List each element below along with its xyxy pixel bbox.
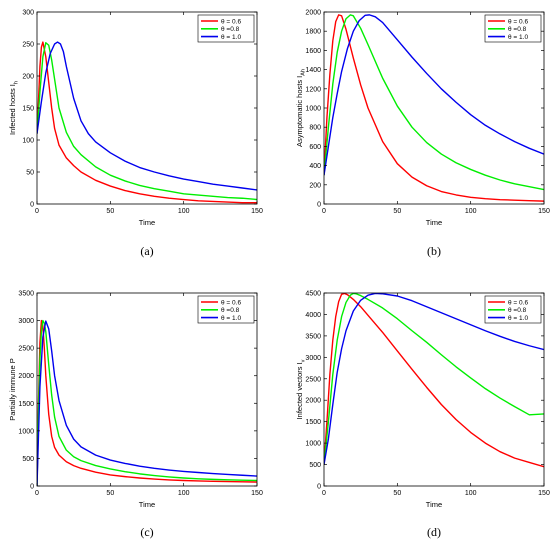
- y-tick-label: 1000: [305, 106, 321, 113]
- legend: θ = 0.6θ =0.8θ = 1.0: [197, 14, 255, 43]
- series-line-1: [324, 14, 544, 191]
- x-tick-label: 150: [251, 490, 263, 497]
- y-tick-label: 2000: [305, 10, 321, 17]
- y-tick-label: 400: [309, 163, 321, 170]
- y-axis-label: Infected hosts Ih: [8, 81, 20, 135]
- x-tick-label: 50: [106, 208, 114, 215]
- legend: θ = 0.6θ =0.8θ = 1.0: [197, 295, 255, 324]
- legend-label-2: θ = 1.0: [221, 34, 241, 41]
- legend-label-1: θ =0.8: [508, 307, 527, 314]
- y-axis-label: Asymptomatic hosts IAh: [295, 69, 307, 147]
- x-tick-label: 50: [106, 490, 114, 497]
- y-tick-label: 300: [22, 10, 34, 17]
- x-tick-label: 50: [393, 208, 401, 215]
- series-line-1: [37, 42, 257, 201]
- y-tick-label: 1400: [305, 67, 321, 74]
- y-tick-label: 4500: [305, 291, 321, 298]
- legend-label-1: θ =0.8: [508, 26, 527, 33]
- y-tick-label: 0: [30, 202, 34, 209]
- x-axis-label: Time: [139, 500, 155, 509]
- y-tick-label: 3000: [305, 355, 321, 362]
- series-line-2: [37, 320, 257, 486]
- x-tick-label: 0: [35, 490, 39, 497]
- panel-a: 0 50 100 150 0 50 100 150 200 250 300 Time Infected …: [8, 10, 263, 259]
- x-axis-label: Time: [139, 218, 155, 227]
- legend: θ = 0.6θ =0.8θ = 1.0: [484, 295, 542, 324]
- y-tick-label: 4000: [305, 312, 321, 319]
- y-tick-label: 1500: [305, 419, 321, 426]
- y-tick-label: 50: [26, 170, 34, 177]
- plot-frame: [323, 292, 545, 487]
- y-tick-label: 150: [22, 106, 34, 113]
- y-tick-label: 0: [317, 484, 321, 491]
- y-tick-label: 2000: [305, 398, 321, 405]
- series-line-2: [324, 14, 544, 176]
- legend: θ = 0.6θ =0.8θ = 1.0: [484, 14, 542, 43]
- x-tick-label: 0: [322, 490, 326, 497]
- panel-b: 0 50 100 150 0 200 400 600 800 1000 1200 1400 1600 18…: [295, 10, 550, 259]
- series-line-0: [324, 293, 544, 468]
- y-tick-label: 3000: [18, 318, 34, 325]
- panel-caption: (b): [427, 244, 441, 258]
- y-tick-label: 2500: [305, 376, 321, 383]
- x-tick-label: 100: [178, 490, 190, 497]
- y-tick-label: 0: [317, 202, 321, 209]
- series-line-1: [324, 293, 544, 465]
- y-axis-label: Infected vectors Iv: [295, 359, 307, 419]
- panel-caption: (d): [427, 525, 441, 539]
- legend-label-2: θ = 1.0: [508, 315, 528, 322]
- x-tick-label: 150: [538, 208, 550, 215]
- x-tick-label: 0: [322, 208, 326, 215]
- y-tick-label: 1000: [305, 441, 321, 448]
- y-tick-label: 1000: [18, 428, 34, 435]
- y-axis-label: Partially immune P: [8, 358, 17, 421]
- y-tick-label: 3500: [305, 333, 321, 340]
- panel-d: 0 50 100 1500500100015002000250030003500400…: [295, 291, 550, 540]
- x-tick-label: 100: [178, 208, 190, 215]
- y-tick-label: 600: [309, 144, 321, 151]
- y-tick-label: 500: [309, 462, 321, 469]
- legend-label-0: θ = 0.6: [221, 299, 241, 306]
- x-tick-label: 100: [465, 208, 477, 215]
- legend-label-1: θ =0.8: [221, 26, 240, 33]
- panel-c: 0 50 100 1500500100015002000250030003500Tim…: [8, 291, 263, 540]
- y-tick-label: 1200: [305, 86, 321, 93]
- x-tick-label: 150: [538, 490, 550, 497]
- y-tick-label: 1600: [305, 48, 321, 55]
- series-line-2: [37, 41, 257, 191]
- y-tick-label: 100: [22, 138, 34, 145]
- legend-label-0: θ = 0.6: [508, 299, 528, 306]
- series-line-1: [37, 319, 257, 486]
- x-tick-label: 100: [465, 490, 477, 497]
- x-axis-label: Time: [426, 500, 442, 509]
- series-line-2: [324, 293, 544, 465]
- panel-caption: (a): [140, 244, 153, 258]
- y-tick-label: 1500: [18, 401, 34, 408]
- y-tick-label: 200: [22, 74, 34, 81]
- y-tick-label: 200: [309, 182, 321, 189]
- series-line-0: [324, 14, 544, 202]
- y-tick-label: 2000: [18, 373, 34, 380]
- x-tick-label: 0: [35, 208, 39, 215]
- y-tick-label: 2500: [18, 346, 34, 353]
- y-tick-label: 500: [22, 456, 34, 463]
- y-tick-label: 1800: [305, 29, 321, 36]
- y-tick-label: 800: [309, 125, 321, 132]
- legend-label-0: θ = 0.6: [221, 18, 241, 25]
- legend-label-2: θ = 1.0: [221, 315, 241, 322]
- series-line-0: [37, 319, 257, 486]
- x-axis-label: Time: [426, 218, 442, 227]
- series-line-0: [37, 41, 257, 204]
- panel-caption: (c): [140, 525, 153, 539]
- legend-label-1: θ =0.8: [221, 307, 240, 314]
- y-tick-label: 250: [22, 42, 34, 49]
- y-tick-label: 3500: [18, 291, 34, 298]
- plot-frame: [36, 292, 258, 487]
- legend-label-2: θ = 1.0: [508, 34, 528, 41]
- x-tick-label: 50: [393, 490, 401, 497]
- legend-label-0: θ = 0.6: [508, 18, 528, 25]
- x-tick-label: 150: [251, 208, 263, 215]
- y-tick-label: 0: [30, 484, 34, 491]
